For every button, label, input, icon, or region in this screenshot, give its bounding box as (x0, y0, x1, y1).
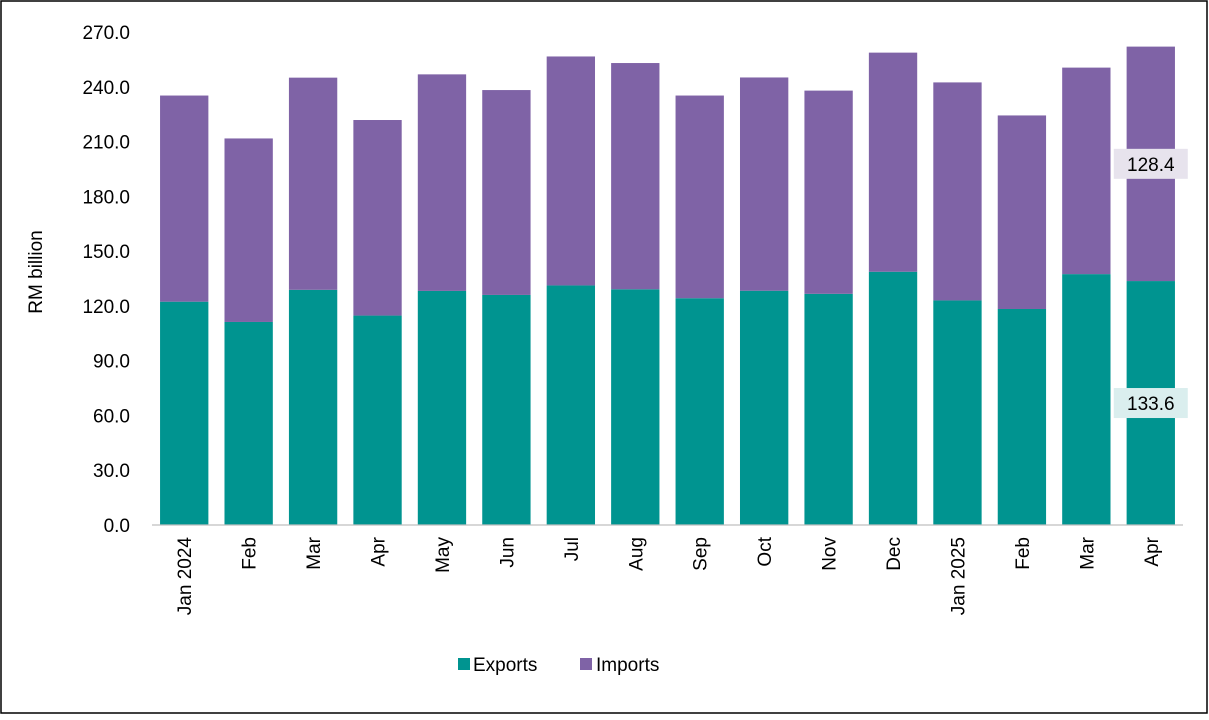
bar-imports-12 (933, 82, 982, 301)
bar-imports-10 (804, 90, 853, 294)
x-tick-label: Jan 2025 (948, 537, 969, 615)
x-tick-label: Apr (1142, 536, 1163, 566)
data-label-exports: 133.6 (1127, 394, 1175, 415)
y-tick-label: 0.0 (104, 516, 130, 537)
bar-exports-14 (1062, 274, 1111, 525)
legend: Exports Imports (458, 655, 659, 676)
x-tick-label: Feb (1013, 537, 1034, 570)
y-tick-label: 180.0 (82, 187, 130, 208)
legend-swatch-imports (580, 658, 592, 670)
y-tick-label: 30.0 (93, 461, 130, 482)
bar-imports-13 (997, 115, 1047, 309)
x-tick-label: Nov (820, 537, 841, 571)
bar-imports-6 (546, 56, 596, 286)
bar-imports-4 (417, 74, 467, 291)
x-tick-label: Dec (884, 537, 905, 571)
data-labels: 128.4 133.6 (1113, 148, 1188, 419)
data-label-imports: 128.4 (1127, 155, 1175, 176)
y-tick-label: 210.0 (82, 133, 130, 154)
legend-swatch-exports (458, 658, 470, 670)
bar-imports-0 (160, 95, 209, 302)
bar-imports-1 (224, 138, 273, 322)
x-tick-label: Oct (755, 536, 776, 566)
bar-exports-5 (482, 294, 531, 525)
x-tick-label: Mar (304, 536, 325, 569)
bar-exports-12 (933, 300, 982, 525)
legend-label-exports: Exports (473, 655, 537, 676)
y-tick-label: 120.0 (82, 297, 130, 318)
bar-imports-14 (1062, 67, 1111, 275)
y-axis-ticks: 0.0 30.0 60.0 90.0 120.0 150.0 180.0 210.0 240.0… (82, 23, 130, 537)
bar-exports-9 (739, 290, 789, 525)
y-tick-label: 240.0 (82, 78, 130, 99)
bar-exports-8 (675, 298, 724, 525)
bar-imports-9 (739, 77, 789, 291)
x-tick-label: Feb (240, 537, 261, 570)
x-tick-label: Jun (497, 537, 518, 568)
bar-imports-8 (675, 95, 724, 299)
bar-imports-5 (482, 90, 531, 295)
x-tick-label: Jan 2024 (175, 537, 196, 616)
x-tick-label: Jul (562, 537, 583, 561)
bar-exports-13 (997, 308, 1047, 525)
x-axis-ticks: Jan 2024 Feb Mar Apr May Jun Jul Aug Sep Oct Nov De… (175, 536, 1163, 615)
bar-imports-3 (353, 120, 402, 316)
bar-imports-2 (288, 77, 338, 290)
legend-label-imports: Imports (596, 655, 659, 676)
bar-exports-10 (804, 293, 853, 525)
data-label-bg-imports (1113, 148, 1188, 179)
data-label-bg-exports (1113, 388, 1188, 419)
x-tick-label: May (433, 537, 454, 573)
x-tick-label: Aug (626, 537, 647, 571)
x-tick-label: Sep (691, 537, 712, 571)
bar-exports-1 (224, 321, 273, 525)
y-tick-label: 60.0 (93, 406, 130, 427)
y-axis-label: RM billion (26, 230, 47, 313)
y-tick-label: 270.0 (82, 23, 130, 44)
bar-exports-7 (611, 289, 660, 525)
x-tick-label: Mar (1077, 536, 1098, 569)
bar-exports-0 (160, 301, 209, 525)
bar-exports-6 (546, 285, 596, 525)
bar-imports-7 (611, 63, 660, 290)
x-tick-label: Apr (369, 536, 390, 566)
bar-imports-11 (868, 52, 918, 272)
y-tick-label: 90.0 (93, 352, 130, 373)
bar-exports-4 (417, 290, 467, 525)
bar-exports-3 (353, 315, 402, 525)
bar-exports-2 (288, 289, 338, 525)
bar-exports-11 (868, 271, 918, 525)
y-tick-label: 150.0 (82, 242, 130, 263)
bars (160, 46, 1175, 525)
